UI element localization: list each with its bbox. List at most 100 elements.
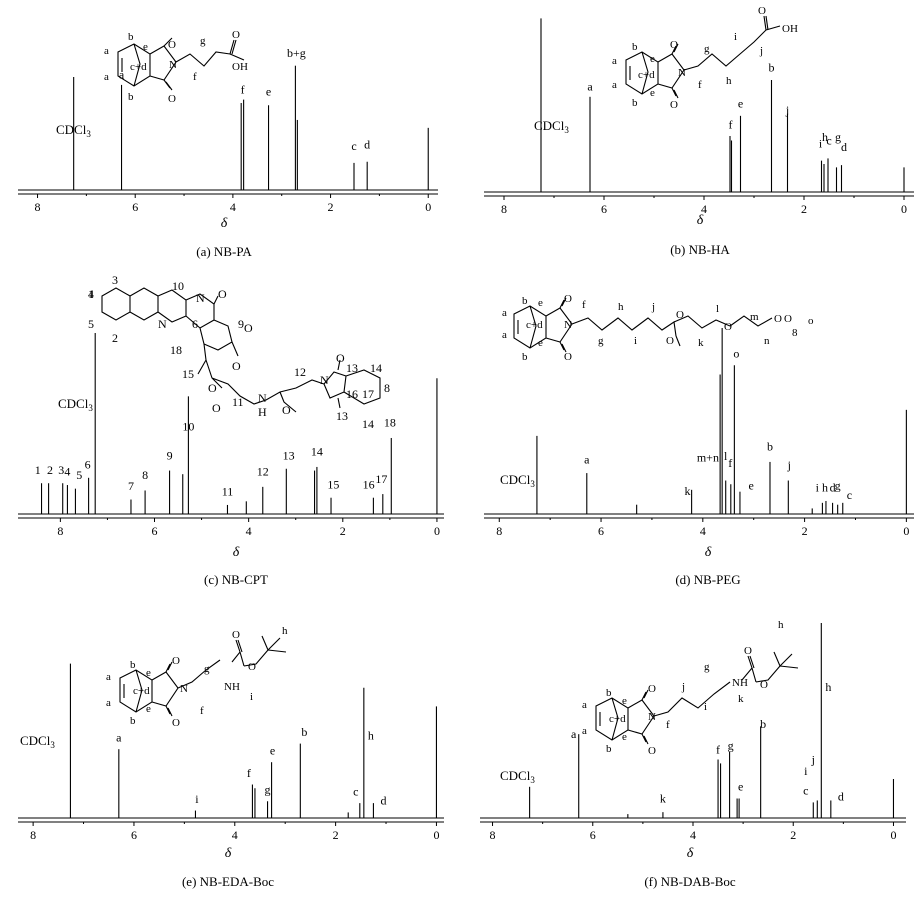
structure-atom-label: a: [502, 329, 507, 341]
structure-atom-label: k: [698, 337, 704, 349]
solvent-label-subscript: 3: [86, 129, 91, 139]
peak-assignment-label: c: [826, 133, 831, 147]
structure-atom-label: g: [704, 661, 710, 673]
peak-assignment-label: 15: [327, 477, 339, 491]
structure-atom-label: n: [764, 335, 770, 347]
peak-assignment-label: l: [724, 449, 728, 463]
solvent-label: CDCl3: [534, 118, 569, 135]
solvent-label-subscript: 3: [530, 479, 535, 489]
solvent-label-main: CDCl: [500, 472, 531, 487]
solvent-label-text: CDCl3: [534, 118, 569, 135]
peak-assignment-label: 4: [64, 465, 70, 479]
structure-atom-label: e: [146, 667, 151, 679]
structure-atom-label: O: [724, 321, 732, 333]
peak-assignment-label: b+g: [287, 46, 306, 60]
structure-atom-label: NH: [224, 681, 240, 693]
peak-assignment-label: g: [835, 130, 841, 144]
peak-assignment-label: k: [685, 484, 691, 498]
solvent-label-subscript: 3: [88, 403, 93, 413]
x-axis-label: δ: [687, 846, 694, 861]
peak-labels: a i fg e b c h d: [116, 725, 386, 808]
structure-atom-label: l: [716, 303, 719, 315]
peak-assignment-label: 16: [363, 477, 375, 491]
solvent-label-text: CDCl3: [500, 768, 535, 785]
structure-atom-label: O: [212, 401, 221, 415]
x-tick-label: 6: [132, 200, 138, 214]
peak-assignment-label: 11: [222, 485, 234, 499]
structure-atom-label: H: [258, 405, 267, 419]
structure-atom-label: i: [734, 31, 737, 43]
structure-atom-label: c+d: [133, 685, 150, 697]
spectrum-trace: [18, 333, 444, 515]
structure-atom-label: c+d: [130, 61, 147, 73]
structure-atom-label: j: [759, 45, 763, 57]
structure-atom-label: g: [598, 335, 604, 347]
x-tick-label: 6: [590, 828, 596, 842]
x-tick-label: 2: [328, 200, 334, 214]
structure-atom-label: c+d: [526, 319, 543, 331]
peak-assignment-label: c: [803, 784, 808, 798]
structure-atom-label: e: [143, 41, 148, 53]
peak-assignment-label: h: [825, 680, 831, 694]
x-tick-label: 4: [700, 524, 706, 538]
x-tick-label: 6: [131, 828, 137, 842]
peak-assignment-label: 18: [384, 416, 396, 430]
structure-atom-label: 8: [384, 381, 390, 395]
structure-atom-label: N: [258, 391, 267, 405]
molecule-structure: a a b b c+d e e f g h i j k l m n o 8 N …: [502, 293, 814, 363]
x-tick-label: 4: [230, 200, 236, 214]
x-tick-label: 2: [802, 524, 808, 538]
structure-atom-label: O: [670, 39, 678, 51]
peak-assignment-label: d: [364, 138, 370, 152]
x-tick-label: 0: [903, 524, 909, 538]
solvent-label: CDCl3: [500, 472, 535, 489]
structure-atom-label: N: [678, 67, 686, 79]
x-axis: 8 6 4 2 0: [18, 821, 444, 842]
structure-atom-label: O: [760, 679, 768, 691]
structure-atom-label: 14: [362, 417, 374, 431]
x-tick-label: 6: [598, 524, 604, 538]
peak-assignment-label: g: [835, 479, 841, 493]
structure-atom-label: 8: [792, 327, 798, 339]
x-axis-label: δ: [697, 213, 704, 228]
structure-atom-label: f: [582, 299, 586, 311]
spectrum-trace: [484, 328, 914, 515]
structure-bonds: [101, 287, 381, 413]
solvent-label-main: CDCl: [56, 122, 87, 137]
solvent-label-main: CDCl: [58, 396, 89, 411]
structure-atom-label: o: [808, 315, 814, 327]
x-tick-label: 6: [601, 202, 607, 216]
structure-atom-label: f: [666, 719, 670, 731]
peak-assignment-label: j: [785, 103, 789, 117]
molecule-structure: a a b b c+d e e f g h i j N O O O OH: [612, 5, 798, 111]
structure-atom-label: h: [726, 75, 732, 87]
solvent-label: CDCl3: [58, 396, 93, 413]
solvent-label: CDCl3: [56, 122, 91, 139]
peak-assignment-label: e: [738, 780, 743, 794]
solvent-label-text: CDCl3: [56, 122, 91, 139]
molecule-structure: a a b b c+d e e f g h i NH N O O O O: [106, 625, 288, 729]
peak-assignment-label: c: [353, 784, 358, 798]
peak-assignment-label: b: [769, 61, 775, 75]
peak-assignment-label: h: [822, 130, 828, 144]
structure-atom-label: c+d: [609, 713, 626, 725]
structure-atom-label: 9: [238, 317, 244, 331]
x-tick-label: 8: [57, 524, 63, 538]
x-axis: 8 6 4 2 0: [480, 821, 906, 842]
solvent-label-subscript: 3: [530, 775, 535, 785]
x-tick-label: 8: [35, 200, 41, 214]
structure-atom-label: b: [128, 91, 134, 103]
panel-caption: (c) NB-CPT: [204, 572, 268, 587]
peak-assignment-label: i: [804, 764, 808, 778]
peak-assignment-label: d: [838, 789, 844, 803]
structure-atom-label: O: [666, 335, 674, 347]
structure-atom-label: e: [622, 695, 627, 707]
structure-bonds: [625, 15, 781, 99]
x-tick-label: 0: [434, 524, 440, 538]
x-axis: 8 6 4 2 0: [484, 517, 914, 538]
solvent-label-subscript: 3: [50, 740, 55, 750]
structure-atom-label: 2: [112, 331, 118, 345]
